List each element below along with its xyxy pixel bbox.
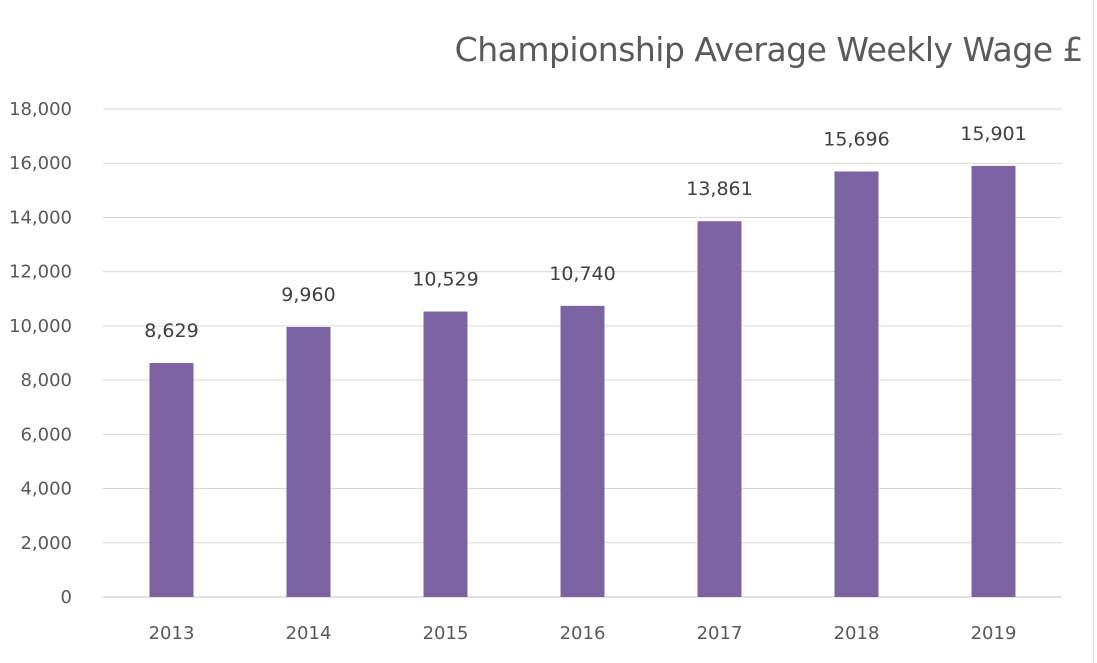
y-tick-label: 8,000 — [20, 370, 72, 391]
x-tick-label: 2019 — [971, 623, 1017, 644]
data-label: 15,901 — [960, 123, 1026, 145]
x-tick-label: 2016 — [560, 623, 606, 644]
y-tick-label: 0 — [61, 587, 72, 608]
bar-2013 — [149, 363, 194, 597]
y-tick-label: 6,000 — [20, 424, 72, 445]
x-tick-label: 2015 — [423, 623, 469, 644]
data-label: 9,960 — [281, 284, 335, 306]
y-tick-label: 2,000 — [20, 533, 72, 554]
bar-2014 — [286, 326, 331, 597]
y-tick-label: 16,000 — [9, 153, 72, 174]
x-tick-label: 2018 — [834, 623, 880, 644]
bar-2017 — [697, 221, 742, 597]
data-label: 10,529 — [412, 269, 478, 291]
data-label: 10,740 — [549, 263, 615, 285]
x-tick-label: 2013 — [149, 623, 195, 644]
y-tick-label: 14,000 — [9, 207, 72, 228]
x-tick-label: 2014 — [286, 623, 332, 644]
y-tick-label: 12,000 — [9, 262, 72, 283]
x-tick-label: 2017 — [697, 623, 743, 644]
y-tick-label: 4,000 — [20, 479, 72, 500]
data-label: 15,696 — [823, 128, 889, 150]
chart-title: Championship Average Weekly Wage £ — [454, 30, 1084, 69]
y-tick-label: 10,000 — [9, 316, 72, 337]
data-label: 8,629 — [144, 320, 198, 342]
bar-2016 — [560, 305, 605, 597]
data-label: 13,861 — [686, 178, 752, 200]
chart-border — [1093, 0, 1094, 663]
bar-2018 — [834, 171, 879, 598]
bar-2015 — [423, 311, 468, 597]
bar-2019 — [971, 165, 1016, 597]
y-tick-label: 18,000 — [9, 99, 72, 120]
